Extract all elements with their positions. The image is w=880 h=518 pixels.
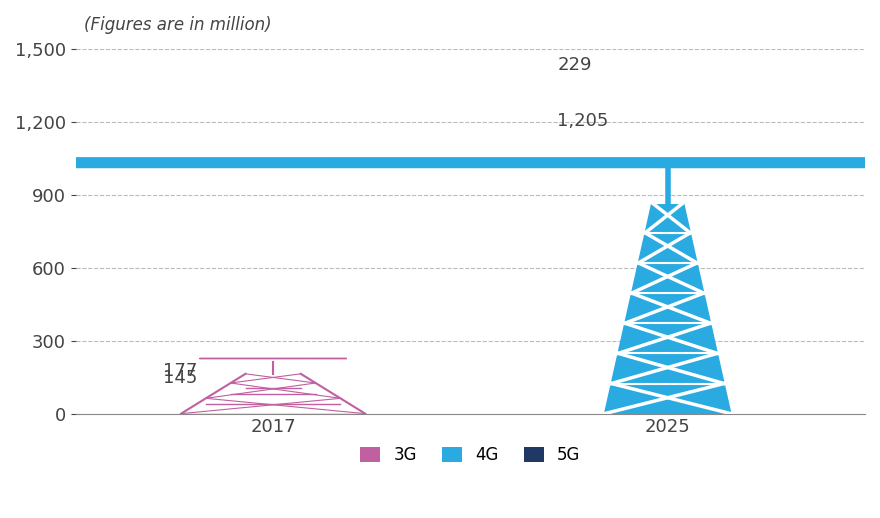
Text: (Figures are in million): (Figures are in million) xyxy=(84,17,271,34)
Text: 229: 229 xyxy=(557,56,591,74)
Bar xyxy=(244,370,303,414)
Text: 1,205: 1,205 xyxy=(557,112,609,130)
Circle shape xyxy=(0,158,880,167)
Polygon shape xyxy=(605,203,731,414)
Text: 177: 177 xyxy=(163,362,197,380)
Text: 145: 145 xyxy=(163,369,197,387)
Legend: 3G, 4G, 5G: 3G, 4G, 5G xyxy=(354,440,587,471)
